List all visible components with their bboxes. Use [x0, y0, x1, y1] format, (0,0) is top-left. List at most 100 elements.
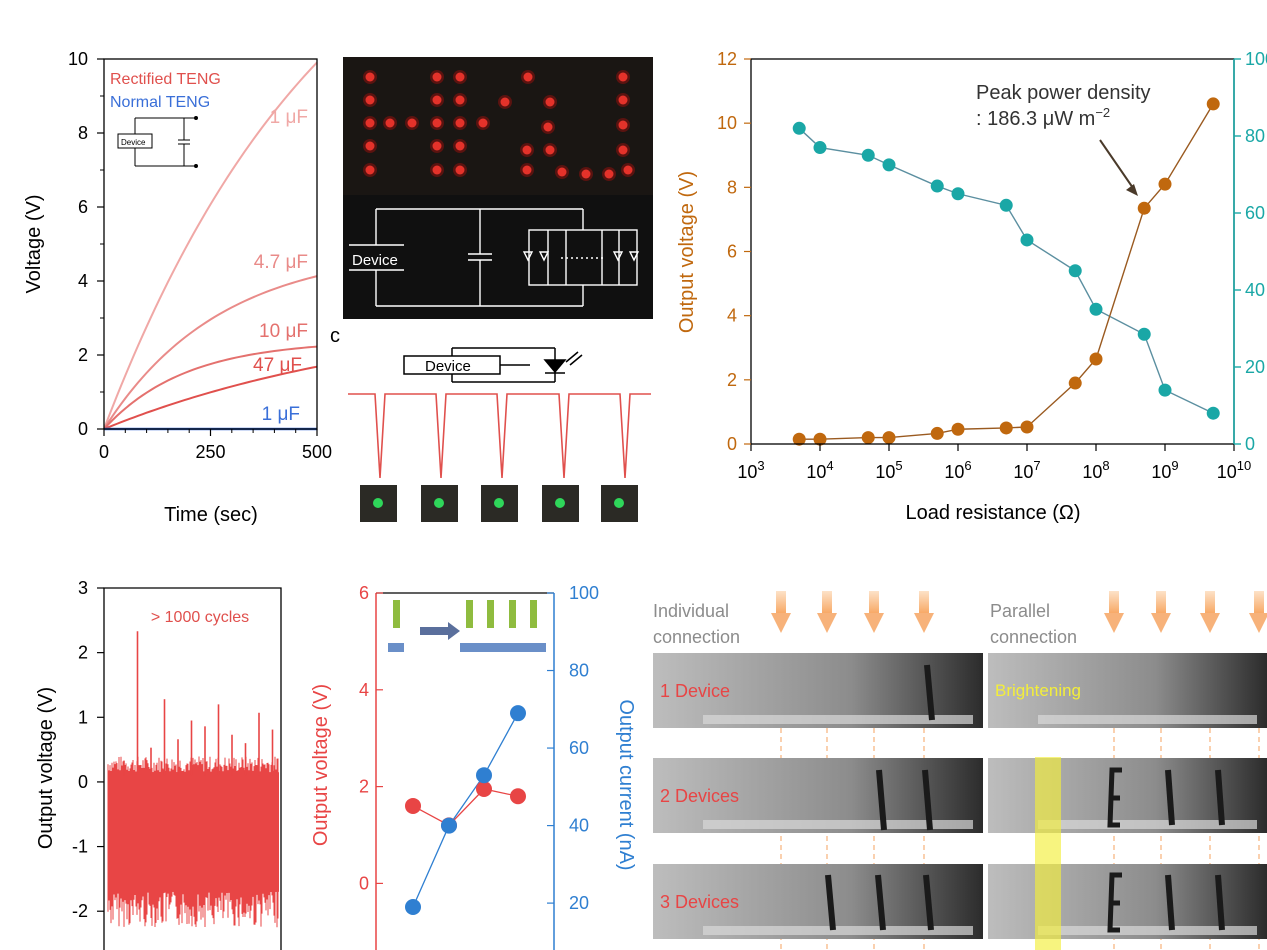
row-label-2: 2 Devices — [660, 786, 739, 806]
power-right-tick-label: 40 — [1245, 280, 1265, 300]
scaling-plot-area — [405, 705, 526, 915]
press-arrow-shaft — [869, 591, 879, 615]
press-arrow-head — [1151, 613, 1171, 633]
row-label-3: 3 Devices — [660, 892, 739, 912]
press-arrow-shaft — [919, 591, 929, 615]
led-dot — [545, 97, 555, 107]
power-density-point — [999, 198, 1013, 212]
charging-y-tick-label: 0 — [78, 419, 88, 439]
output-voltage-point — [792, 432, 806, 446]
power-density-point — [861, 148, 875, 162]
led-dot — [365, 95, 375, 105]
led-dot — [365, 165, 375, 175]
col-right-line1: Parallel — [990, 601, 1050, 621]
scaling-voltage-point — [405, 797, 421, 814]
cycles-noise-trace — [107, 756, 279, 928]
cycles-plot-frame — [103, 587, 282, 950]
cycles-y-tick-label: 2 — [78, 643, 88, 663]
led-dot — [455, 95, 465, 105]
power-right-tick-label: 60 — [1245, 203, 1265, 223]
power-x-axis-label: Load resistance (Ω) — [905, 502, 1080, 524]
power-x-tick-label: 107 — [1013, 458, 1040, 482]
power-axis-ticks: 103 104 105 106 107 108 109 1010 0 2 4 6 8 10 12 0 20 40 6… — [717, 49, 1267, 482]
power-density-point — [1137, 327, 1151, 341]
scaling-y-tick-label: 2 — [359, 777, 369, 797]
led-dot — [523, 72, 533, 82]
digit-stroke — [1215, 769, 1225, 826]
peak-annotation-line1: Peak power density — [976, 82, 1151, 104]
led-dots — [363, 70, 635, 181]
power-y-tick-label: 8 — [727, 177, 737, 197]
cycles-y-tick-label: 0 — [78, 772, 88, 792]
scaling-voltage-point — [476, 781, 492, 798]
power-y-tick-label: 12 — [717, 49, 737, 69]
led-dot — [455, 141, 465, 151]
led-dot — [432, 165, 442, 175]
digit-stroke — [923, 874, 934, 931]
charging-series-2 — [103, 345, 318, 430]
digit-stroke — [1215, 874, 1225, 931]
strip-electrode — [1038, 820, 1257, 829]
led-dot — [545, 145, 555, 155]
power-x-tick-label: 106 — [944, 458, 971, 482]
power-density-point — [930, 179, 944, 193]
led-dot — [618, 72, 628, 82]
scaling-right-tick-label: 80 — [569, 661, 589, 681]
press-arrow-shaft — [776, 591, 786, 615]
led-dot — [385, 118, 395, 128]
power-density-point — [951, 187, 965, 201]
led-dot — [543, 122, 553, 132]
output-voltage-point — [861, 431, 875, 445]
power-y-tick-label: 4 — [727, 306, 737, 326]
led-frame-light — [434, 498, 444, 508]
power-x-tick-label: 104 — [806, 458, 833, 482]
scaling-y-axis-label: Output voltage (V) — [310, 684, 332, 846]
charging-series-1 — [103, 275, 318, 430]
led-dot — [432, 95, 442, 105]
charging-y-tick-label: 8 — [78, 123, 88, 143]
led-dot — [522, 145, 532, 155]
press-arrow-shaft — [1254, 591, 1264, 615]
power-density-point — [882, 158, 896, 172]
power-density-point — [1068, 264, 1082, 278]
led-dot — [455, 118, 465, 128]
power-right-tick-label: 80 — [1245, 126, 1265, 146]
charging-y-axis-label: Voltage (V) — [23, 195, 45, 294]
scaling-current-point — [476, 767, 492, 784]
scaling-y-tick-label: 0 — [359, 873, 369, 893]
power-x-tick-label: 1010 — [1217, 458, 1252, 482]
charging-y-tick-label: 4 — [78, 271, 88, 291]
charging-inset-circuit — [117, 116, 198, 168]
power-density-point — [813, 141, 827, 155]
power-x-tick-label: 108 — [1082, 458, 1109, 482]
charging-x-tick-label: 250 — [195, 442, 225, 462]
led-dot — [623, 165, 633, 175]
press-arrow-head — [1104, 613, 1124, 633]
led-dot — [581, 169, 591, 179]
power-y-tick-label: 10 — [717, 113, 737, 133]
panel-label-c: c — [330, 325, 340, 347]
output-voltage-point — [1068, 376, 1082, 390]
cycles-axis-ticks: 3 2 1 0 -1 -2 — [72, 578, 104, 921]
scaling-y-tick-label: 4 — [359, 680, 369, 700]
charging-x-tick-label: 0 — [99, 442, 109, 462]
led-dot — [365, 141, 375, 151]
output-voltage-point — [999, 421, 1013, 435]
led-dot — [557, 167, 567, 177]
display-photos: Individual connection Parallel connectio… — [653, 591, 1267, 950]
led-dot — [455, 72, 465, 82]
led-dot — [618, 145, 628, 155]
led-dot — [432, 118, 442, 128]
power-density-line — [798, 127, 1214, 414]
led-dot — [407, 118, 417, 128]
charging-y-tick-label: 2 — [78, 345, 88, 365]
digit-stroke — [1165, 874, 1175, 931]
press-arrow-head — [914, 613, 934, 633]
power-y-tick-label: 0 — [727, 434, 737, 454]
col-left-line2: connection — [653, 627, 740, 647]
led-dot — [522, 165, 532, 175]
charging-series-3 — [103, 365, 318, 430]
scaling-current-point — [405, 898, 421, 915]
drive-device-label: Device — [425, 358, 471, 375]
syringe-icons — [388, 600, 546, 652]
